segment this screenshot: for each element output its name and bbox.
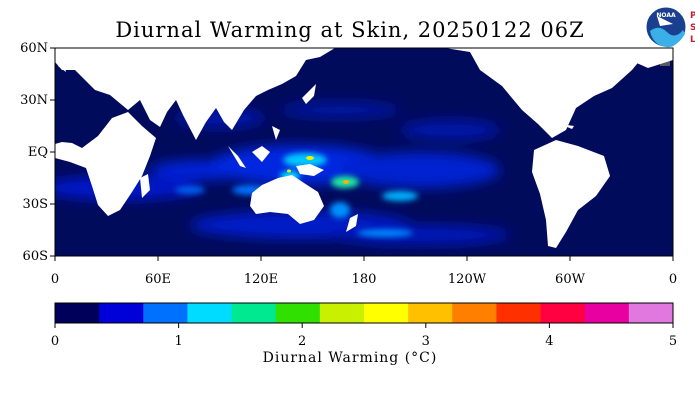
colorbar-cell	[452, 303, 497, 323]
lat-tick-label: 30N	[20, 93, 48, 108]
colorbar-cell	[584, 303, 630, 323]
lat-tick-label: 60S	[23, 249, 48, 264]
colorbar-tick-label: 4	[545, 334, 553, 349]
noaa-logo-wave	[650, 27, 685, 48]
lon-tick-label: 60W	[555, 272, 586, 287]
colorbar-tick-label: 5	[669, 334, 677, 349]
colorbar-cell	[55, 303, 100, 323]
logo-side-letter-p: P	[690, 11, 695, 21]
colorbar-frame	[54, 302, 674, 324]
landmasses	[55, 48, 673, 248]
colorbar-tick-label: 2	[298, 334, 306, 349]
landmass-north-america	[445, 48, 650, 138]
landmass-new-guinea	[296, 164, 324, 176]
warming-hotspots	[175, 153, 418, 237]
colorbar-cells	[55, 303, 674, 323]
landmass-caribbean-islands	[560, 124, 574, 129]
landmass-uk	[58, 62, 66, 72]
landmass-australia	[250, 175, 324, 224]
lon-tick-label: 0	[669, 272, 677, 287]
lat-tick-label: EQ	[28, 145, 48, 160]
latitude-axis: 60N 30N EQ 30S 60S	[20, 41, 55, 264]
landmass-africa	[55, 112, 156, 216]
logo-side-letter-s: S	[690, 23, 695, 33]
lon-tick-label: 180	[352, 272, 377, 287]
lat-tick-label: 30S	[23, 197, 48, 212]
lon-tick-label: 120W	[448, 272, 487, 287]
colorbar-cell	[319, 303, 365, 323]
colorbar-cell	[187, 303, 233, 323]
landmass-philippines	[272, 126, 280, 140]
landmass-south-america	[532, 140, 610, 248]
map-figure: 60N 30N EQ 30S 60S 0 60E 120E 180 120W 60W 0	[20, 41, 677, 287]
lon-tick-label: 120E	[244, 272, 278, 287]
colorbar-ticks: 0 1 2 3 4 5	[51, 323, 677, 349]
colorbar-cell	[540, 303, 586, 323]
colorbar-cell	[628, 303, 674, 323]
landmass-greenland	[612, 48, 673, 68]
colorbar-tick-label: 3	[422, 334, 430, 349]
landmass-borneo	[252, 146, 270, 162]
colorbar-cell	[364, 303, 409, 323]
colorbar-cell	[496, 303, 542, 323]
colorbar: 0 1 2 3 4 5	[51, 302, 677, 349]
landmass-eurasia	[55, 48, 335, 140]
landmass-japan	[302, 84, 316, 104]
colorbar-tick-label: 1	[174, 334, 182, 349]
colorbar-cell	[231, 303, 277, 323]
warming-peaks	[287, 156, 349, 184]
colorbar-tick-label: 0	[51, 334, 59, 349]
longitude-axis: 0 60E 120E 180 120W 60W 0	[51, 256, 677, 287]
landmass-new-zealand	[346, 214, 358, 232]
lon-tick-label: 60E	[145, 272, 171, 287]
map-title: Diurnal Warming at Skin, 20250122 06Z	[115, 18, 585, 42]
colorbar-cell	[275, 303, 321, 323]
landmass-sumatra	[228, 146, 246, 168]
lon-tick-label: 0	[51, 272, 59, 287]
colorbar-title: Diurnal Warming (°C)	[262, 350, 438, 366]
noaa-logo: NOAA P S L	[645, 4, 697, 50]
colorbar-cell	[408, 303, 453, 323]
logo-side-letter-l: L	[690, 35, 695, 45]
logo-text: NOAA	[656, 12, 676, 19]
colorbar-cell	[143, 303, 188, 323]
colorbar-cell	[99, 303, 144, 323]
lat-tick-label: 60N	[20, 41, 48, 56]
landmass-madagascar	[140, 174, 150, 198]
